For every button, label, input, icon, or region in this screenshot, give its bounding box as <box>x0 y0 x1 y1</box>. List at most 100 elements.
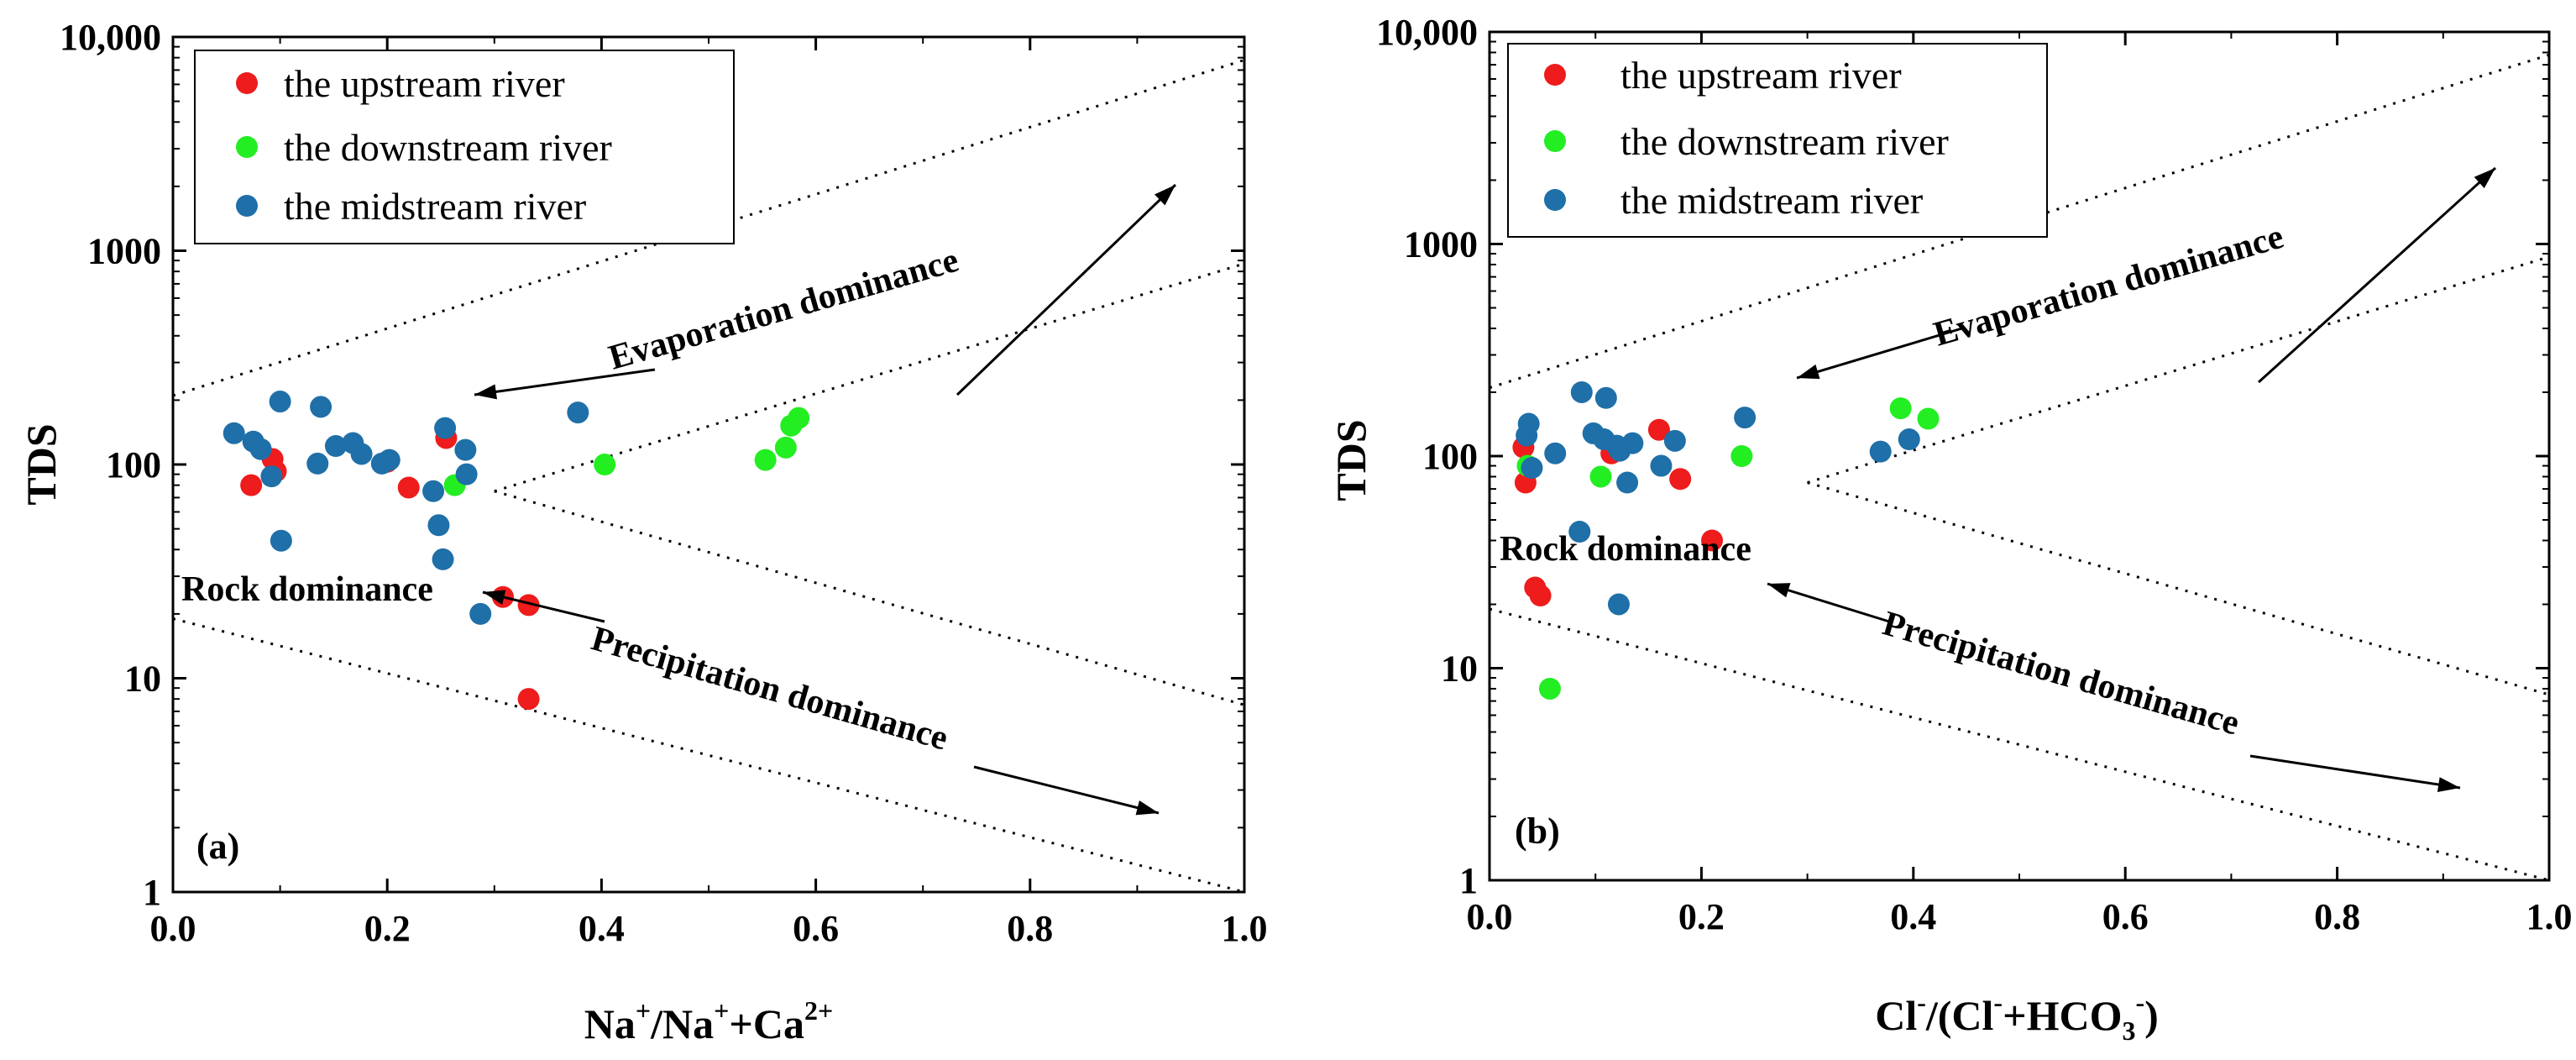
legend-label-midstream: the midstream river <box>1620 179 1923 222</box>
legend-box-a <box>194 50 735 244</box>
annotation-arrow-head <box>1135 800 1159 816</box>
downstream-data-point <box>788 407 810 429</box>
x-tick-label: 0.2 <box>1678 896 1725 937</box>
y-axis-title-b: TDS <box>1327 419 1374 501</box>
x-tick-label: 0.2 <box>364 908 411 949</box>
x-title-b-s2: - <box>1993 987 2003 1017</box>
midstream-data-point <box>270 529 292 552</box>
x-title-b-cl: Cl <box>1875 992 1917 1039</box>
midstream-data-point <box>1568 521 1591 543</box>
annotation-evaporation-b: Evaporation dominance <box>1929 218 2288 354</box>
panel-label-b: (b) <box>1515 811 1560 852</box>
boundary-line-3 <box>1489 607 2550 882</box>
x-axis-title-b: Cl-/(Cl-+HCO3-) <box>1875 987 2159 1046</box>
x-title-b-p2: /(Cl <box>1925 992 1994 1039</box>
midstream-data-point <box>567 401 589 424</box>
x-tick-label: 0.0 <box>1467 896 1513 937</box>
midstream-data-point <box>427 514 450 537</box>
midstream-data-point <box>310 396 332 418</box>
x-title-b-s1: - <box>1917 987 1926 1017</box>
x-title-b-p4: ) <box>2144 992 2159 1039</box>
x-tick-label: 1.0 <box>1222 908 1268 949</box>
legend-marker-upstream <box>236 72 258 94</box>
annotation-arrow-head <box>1797 364 1820 380</box>
annotation-arrow-line <box>2257 166 2497 384</box>
midstream-data-point <box>1544 442 1567 464</box>
boundary-line-1 <box>1807 255 2550 484</box>
midstream-data-point <box>469 602 492 625</box>
midstream-data-point <box>1650 454 1673 477</box>
midstream-data-point <box>454 438 477 461</box>
annotation-arrow-line <box>474 368 656 396</box>
x-title-b-p3: +HCO <box>2003 992 2122 1039</box>
annotation-arrow-line <box>2249 754 2461 790</box>
panel-label-a: (a) <box>196 826 239 867</box>
x-tick-label: 0.8 <box>2314 896 2360 937</box>
midstream-data-point <box>1734 407 1757 429</box>
midstream-data-point <box>1621 432 1644 454</box>
midstream-data-point <box>422 480 445 502</box>
midstream-data-point <box>324 435 347 458</box>
legend-marker-midstream <box>236 195 258 217</box>
midstream-data-point <box>1594 386 1617 409</box>
legend-b: the upstream river the downstream river … <box>1507 43 2048 238</box>
downstream-data-point <box>1538 677 1561 700</box>
midstream-data-point <box>1607 593 1630 616</box>
annotation-arrow-line <box>1796 326 1966 380</box>
midstream-data-point <box>1517 412 1540 435</box>
x-tick-label: 1.0 <box>2526 896 2573 937</box>
y-tick-label: 1000 <box>87 231 161 272</box>
annotation-arrow-head <box>2474 168 2495 189</box>
annotation-arrow-head <box>1154 185 1175 206</box>
annotation-rock-a: Rock dominance <box>181 570 433 609</box>
annotation-arrow-line <box>973 765 1160 815</box>
y-tick-label: 100 <box>1422 436 1478 477</box>
x-title-a-mid: /Na <box>650 1000 714 1047</box>
x-tick-label: 0.6 <box>793 908 839 949</box>
midstream-data-point <box>1521 457 1543 480</box>
downstream-data-point <box>774 436 797 459</box>
downstream-data-point <box>1589 465 1612 488</box>
x-title-b-s3: - <box>2135 987 2144 1017</box>
y-tick-label: 10,000 <box>1376 12 1478 53</box>
ticks-a <box>171 35 1246 894</box>
annotation-arrow-head <box>2437 777 2460 792</box>
annotation-arrow-head <box>1767 583 1791 598</box>
x-title-b-sub: 3 <box>2122 1015 2135 1046</box>
annotation-evaporation-a: Evaporation dominance <box>605 241 963 378</box>
legend-label-upstream: the upstream river <box>1620 54 1902 97</box>
tick-labels-a: 0.0 0.2 0.4 0.6 0.8 1.0 1 10 100 1000 10,000 <box>60 17 1268 949</box>
downstream-data-point <box>1917 407 1940 430</box>
legend-marker-downstream <box>236 136 258 158</box>
midstream-data-point <box>249 438 272 460</box>
x-title-a-sup1: + <box>636 995 651 1026</box>
midstream-data-point <box>306 452 329 475</box>
downstream-data-point <box>1730 445 1753 467</box>
x-axis-title-a: Na+/Na++Ca2+ <box>584 995 833 1047</box>
y-tick-label: 1 <box>143 872 161 913</box>
upstream-data-point <box>1669 468 1692 491</box>
y-tick-label: 1 <box>1459 860 1478 901</box>
midstream-data-point <box>1898 428 1920 451</box>
annotation-precipitation-b: Precipitation dominance <box>1878 604 2244 743</box>
x-tick-label: 0.8 <box>1007 908 1053 949</box>
annotation-arrow-head <box>474 384 497 400</box>
midstream-data-point <box>350 443 373 465</box>
y-tick-label: 100 <box>106 444 161 485</box>
y-tick-label: 10,000 <box>60 17 161 58</box>
x-title-a-sup3: 2+ <box>804 995 833 1026</box>
legend-label-downstream: the downstream river <box>1620 120 1949 163</box>
x-tick-label: 0.4 <box>1890 896 1936 937</box>
legend-box-b <box>1507 43 2048 238</box>
legend-marker-downstream <box>1544 130 1566 152</box>
upstream-data-point <box>1647 418 1670 441</box>
chart-panel-a: 0.0 0.2 0.4 0.6 0.8 1.0 1 10 100 1000 10,000 the u… <box>18 17 1268 1047</box>
y-axis-title-a: TDS <box>18 423 65 505</box>
x-title-a-end: +Ca <box>729 1000 804 1047</box>
legend-a: the upstream river the downstream river … <box>194 50 735 244</box>
y-tick-label: 10 <box>124 659 161 700</box>
upstream-data-point <box>240 474 263 496</box>
upstream-data-point <box>1701 529 1724 552</box>
upstream-data-point <box>517 688 540 711</box>
midstream-data-point <box>260 465 283 488</box>
